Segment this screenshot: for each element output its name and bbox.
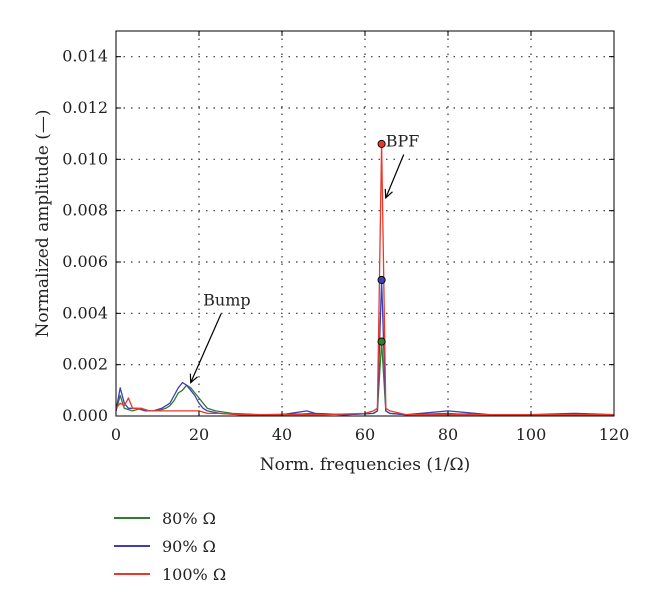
annotation-arrowhead-1 — [189, 373, 198, 384]
y-tick-label: 0.000 — [62, 406, 108, 425]
plot-frame — [115, 30, 615, 417]
annotation-arrowhead-0 — [384, 188, 393, 200]
annotation-arrow-0 — [385, 154, 405, 199]
y-tick-label: 0.010 — [62, 149, 108, 168]
legend-item-100: 100% Ω — [114, 560, 226, 588]
legend-label-100: 100% Ω — [162, 564, 227, 584]
legend-item-80: 80% Ω — [114, 504, 226, 532]
x-tick-label: 80 — [438, 425, 458, 444]
y-tick-label: 0.006 — [62, 252, 108, 271]
series-layer — [115, 143, 615, 416]
x-tick-label: 40 — [272, 425, 292, 444]
tick-labels: 0 20 40 60 80 100 120 0.000 0.002 0.004 0.006 0.008… — [62, 47, 629, 444]
legend-label-80: 80% Ω — [162, 508, 216, 528]
x-axis-label: Norm. frequencies (1/Ω) — [260, 455, 471, 475]
y-tick-label: 0.014 — [62, 47, 108, 66]
legend-swatch-90 — [114, 545, 150, 547]
legend: 80% Ω 90% Ω 100% Ω — [114, 504, 226, 588]
annotation-arrow-1 — [190, 313, 222, 383]
legend-label-90: 90% Ω — [162, 536, 216, 556]
annotation-label-1: Bump — [203, 291, 250, 310]
peak-marker-2 — [377, 139, 386, 148]
series-line-2 — [115, 143, 614, 416]
y-tick-label: 0.008 — [62, 201, 108, 220]
y-tick-label: 0.012 — [62, 98, 108, 117]
x-tick-label: 20 — [189, 425, 209, 444]
marker-layer — [377, 139, 386, 346]
peak-marker-0 — [377, 337, 386, 346]
y-tick-label: 0.004 — [62, 303, 108, 322]
axis-ticks — [115, 31, 615, 417]
grid-lines — [116, 31, 614, 416]
x-tick-label: 0 — [111, 425, 121, 444]
annotations: BPF Bump — [189, 132, 420, 384]
peak-marker-1 — [377, 275, 386, 285]
legend-item-90: 90% Ω — [114, 532, 226, 560]
annotation-label-0: BPF — [386, 132, 420, 151]
y-axis-label: Normalized amplitude (—) — [33, 109, 53, 337]
y-tick-label: 0.002 — [62, 355, 108, 374]
legend-swatch-80 — [114, 517, 150, 519]
x-tick-label: 60 — [355, 425, 375, 444]
x-tick-label: 100 — [516, 425, 547, 444]
legend-swatch-100 — [114, 573, 150, 575]
x-tick-label: 120 — [599, 425, 630, 444]
